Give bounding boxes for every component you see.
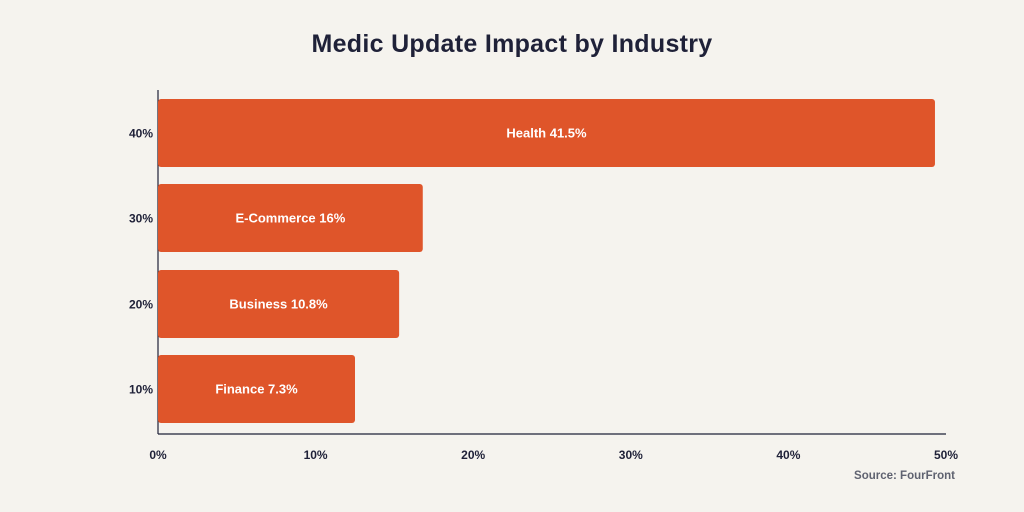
y-tick-label-2: 20% (129, 298, 153, 312)
x-tick-label-3: 30% (619, 448, 643, 462)
bar-label-0: Health 41.5% (506, 126, 587, 141)
bar-2 (158, 270, 400, 338)
x-tick-label-5: 50% (934, 448, 958, 462)
y-tick-label-0: 40% (129, 127, 153, 141)
bar-3 (158, 355, 355, 423)
x-tick-label-0: 0% (149, 448, 167, 462)
bar-0 (158, 99, 935, 167)
source-note: Source: FourFront (854, 470, 955, 482)
x-tick-label-2: 20% (461, 448, 485, 462)
chart-title: Medic Update Impact by Industry (311, 30, 713, 58)
y-tick-label-1: 30% (129, 212, 153, 226)
bar-label-1: E-Commerce 16% (235, 211, 345, 226)
y-tick-label-3: 10% (129, 383, 153, 397)
x-tick-label-4: 40% (776, 448, 800, 462)
bar-1 (158, 184, 423, 252)
x-tick-label-1: 10% (304, 448, 328, 462)
bar-label-3: Finance 7.3% (215, 382, 298, 397)
bar-label-2: Business 10.8% (229, 297, 328, 312)
